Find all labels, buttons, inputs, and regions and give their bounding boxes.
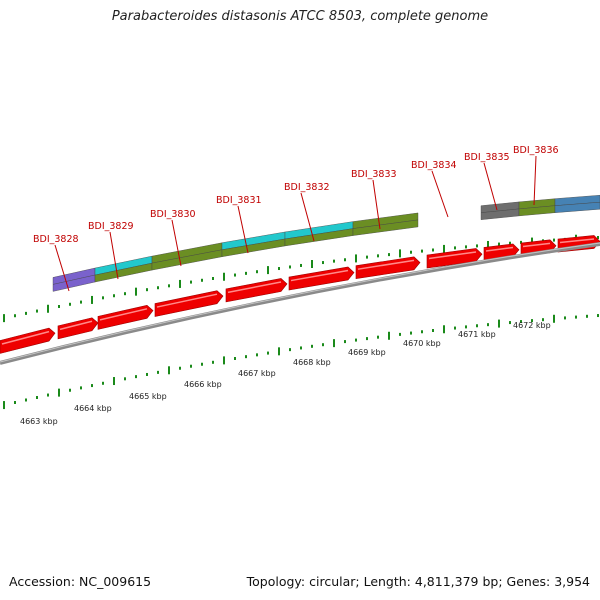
cds-arrow-highlight xyxy=(485,246,514,252)
scale-label: 4672 kbp xyxy=(513,321,551,330)
cds-arrow xyxy=(0,327,56,354)
scale-tick-ring xyxy=(3,314,599,410)
cds-arrow-highlight xyxy=(99,308,148,321)
gene-label: BDI_3829 xyxy=(88,221,134,232)
feature-block xyxy=(352,219,419,236)
cds-track xyxy=(0,235,600,354)
scale-label: 4664 kbp xyxy=(74,404,112,413)
gene-label: BDI_3833 xyxy=(351,169,397,180)
gene-label: BDI_3836 xyxy=(513,145,559,156)
cds-arrow-highlight xyxy=(156,293,218,308)
accession-label: Accession: NC_009615 xyxy=(9,574,152,589)
scale-labels: 4663 kbp 4664 kbp 4665 kbp 4666 kbp 4667… xyxy=(20,321,551,426)
cds-arrow-highlight xyxy=(1,330,50,345)
gene-label: BDI_3831 xyxy=(216,195,262,206)
gene-label-leader xyxy=(372,179,381,230)
feature-block xyxy=(554,201,600,213)
scale-label: 4669 kbp xyxy=(348,348,386,357)
cds-arrow-highlight xyxy=(428,251,477,260)
backbone-track xyxy=(0,242,600,365)
gene-label-leader xyxy=(109,231,119,280)
gene-label-leader xyxy=(171,219,182,267)
cds-arrow-highlight xyxy=(357,259,415,270)
feature-track xyxy=(52,194,600,292)
scale-label: 4667 kbp xyxy=(238,369,276,378)
genome-summary: Topology: circular; Length: 4,811,379 bp… xyxy=(246,574,590,589)
gene-labels: BDI_3828 BDI_3829 BDI_3830 BDI_3831 BDI_… xyxy=(33,145,559,245)
backbone-line xyxy=(0,242,600,365)
cds-arrow-highlight xyxy=(522,242,551,248)
gene-label-leader xyxy=(431,170,449,218)
gene-label-leader xyxy=(54,244,70,292)
scale-label: 4670 kbp xyxy=(403,339,441,348)
gene-label-leader xyxy=(483,162,498,211)
cds-arrow-highlight xyxy=(227,281,282,294)
page-title: Parabacteroides distasonis ATCC 8503, co… xyxy=(111,9,489,24)
gene-label: BDI_3835 xyxy=(464,152,510,163)
cds-arrow-highlight xyxy=(290,269,349,282)
scale-label: 4663 kbp xyxy=(20,417,58,426)
gene-label-leaders xyxy=(54,155,537,292)
cds-arrow-highlight xyxy=(559,238,595,244)
gene-label-leader xyxy=(533,155,537,206)
cds-arrow-highlight xyxy=(59,320,93,331)
gene-label-leader xyxy=(237,205,249,254)
scale-label: 4666 kbp xyxy=(184,380,222,389)
scale-label: 4665 kbp xyxy=(129,392,167,401)
gene-label: BDI_3834 xyxy=(411,160,457,171)
backbone-highlight xyxy=(0,242,600,363)
gene-label: BDI_3832 xyxy=(284,182,330,193)
scale-label: 4671 kbp xyxy=(458,330,496,339)
gene-label-leader xyxy=(300,192,315,242)
scale-label: 4668 kbp xyxy=(293,358,331,367)
gene-label: BDI_3830 xyxy=(150,209,196,220)
gene-label: BDI_3828 xyxy=(33,234,79,245)
